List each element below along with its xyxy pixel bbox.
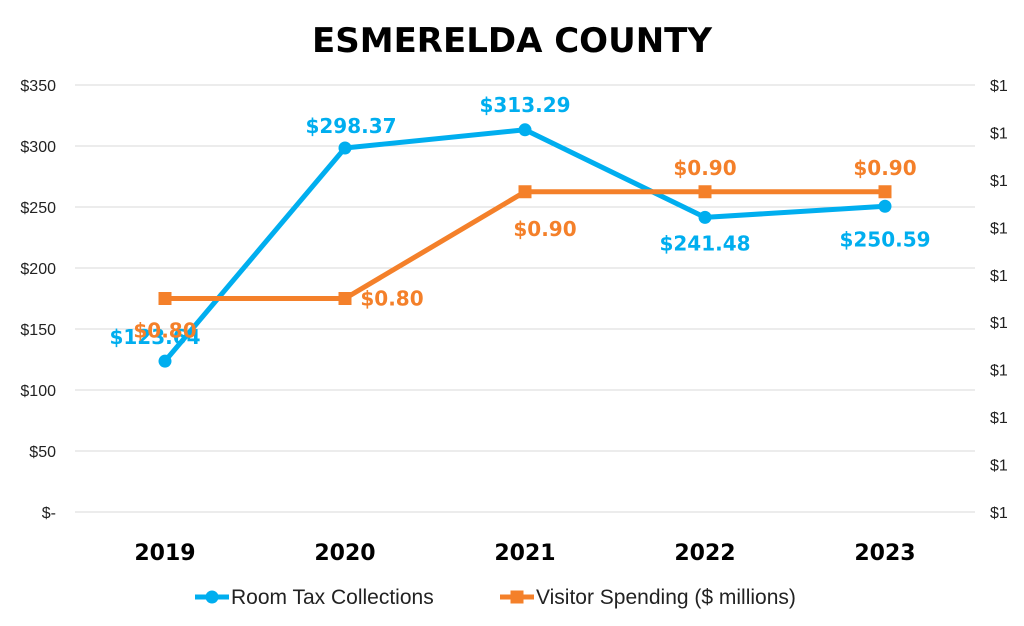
y-left-tick-label: $150 (20, 322, 56, 339)
data-label: $0.80 (133, 319, 196, 343)
data-point (338, 141, 352, 155)
y-left-tick-label: $100 (20, 383, 56, 400)
data-point (698, 210, 712, 224)
x-tick-label: 2023 (854, 541, 915, 566)
data-label: $313.29 (479, 93, 570, 117)
data-label: $250.59 (839, 227, 930, 251)
series-line (162, 127, 888, 364)
legend-label: Visitor Spending ($ millions) (536, 586, 796, 609)
series-group (158, 123, 892, 368)
y-right-tick-label: $1 (990, 220, 1008, 237)
data-point (338, 292, 352, 305)
data-point (158, 354, 172, 368)
data-point (878, 185, 892, 199)
legend-marker (510, 590, 524, 604)
right-axis: $1 $1 $1 $1 $1 $1 $1 $1 $1 $1 (990, 78, 1008, 522)
chart-title: ESMERELDA COUNTY (312, 21, 712, 61)
legend-marker (205, 590, 219, 604)
data-label: $0.90 (853, 156, 916, 180)
data-label: $123.64 (109, 325, 200, 349)
y-left-tick-label: $250 (20, 200, 56, 217)
data-label: $0.90 (673, 156, 736, 180)
data-label: $298.37 (305, 114, 396, 138)
y-right-tick-label: $1 (990, 363, 1008, 380)
data-point (518, 123, 532, 137)
y-right-tick-label: $1 (990, 505, 1008, 522)
x-axis: 2019 2020 2021 2022 2023 (134, 541, 915, 566)
series-line (162, 189, 888, 301)
data-labels: $123.64 $298.37 $313.29 $241.48 $250.59 $0.80… (109, 93, 930, 349)
gridlines (75, 84, 975, 513)
x-tick-label: 2021 (494, 541, 555, 566)
data-point (158, 292, 172, 305)
y-right-tick-label: $1 (990, 268, 1008, 285)
legend-label: Room Tax Collections (231, 586, 434, 609)
x-tick-label: 2022 (674, 541, 735, 566)
y-right-tick-label: $1 (990, 410, 1008, 427)
data-label: $0.80 (360, 287, 423, 311)
y-left-tick-label: $350 (20, 78, 56, 95)
y-left-tick-label: $200 (20, 261, 56, 278)
data-label: $0.90 (513, 217, 576, 241)
y-right-tick-label: $1 (990, 315, 1008, 332)
y-right-tick-label: $1 (990, 458, 1008, 475)
data-label: $241.48 (659, 231, 750, 255)
y-left-tick-label: $- (42, 505, 56, 522)
x-tick-label: 2019 (134, 541, 195, 566)
legend: Room Tax Collections Visitor Spending ($ … (195, 586, 796, 609)
data-point (698, 185, 712, 199)
data-point (878, 199, 892, 213)
y-left-tick-label: $300 (20, 139, 56, 156)
y-right-tick-label: $1 (990, 173, 1008, 190)
y-left-tick-label: $50 (29, 444, 56, 461)
data-point (518, 185, 532, 199)
x-tick-label: 2020 (314, 541, 375, 566)
y-right-tick-label: $1 (990, 125, 1008, 142)
left-axis: $350 $300 $250 $200 $150 $100 $50 $- (20, 78, 56, 522)
y-right-tick-label: $1 (990, 78, 1008, 95)
